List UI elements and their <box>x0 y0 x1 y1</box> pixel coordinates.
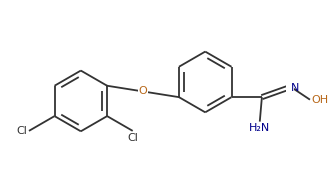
Text: Cl: Cl <box>16 126 27 136</box>
FancyBboxPatch shape <box>286 83 294 92</box>
FancyBboxPatch shape <box>138 87 148 96</box>
Text: O: O <box>139 86 147 96</box>
Text: Cl: Cl <box>127 133 138 143</box>
Text: H₂N: H₂N <box>249 123 270 133</box>
Text: N: N <box>290 83 299 93</box>
Text: OH: OH <box>311 95 328 105</box>
